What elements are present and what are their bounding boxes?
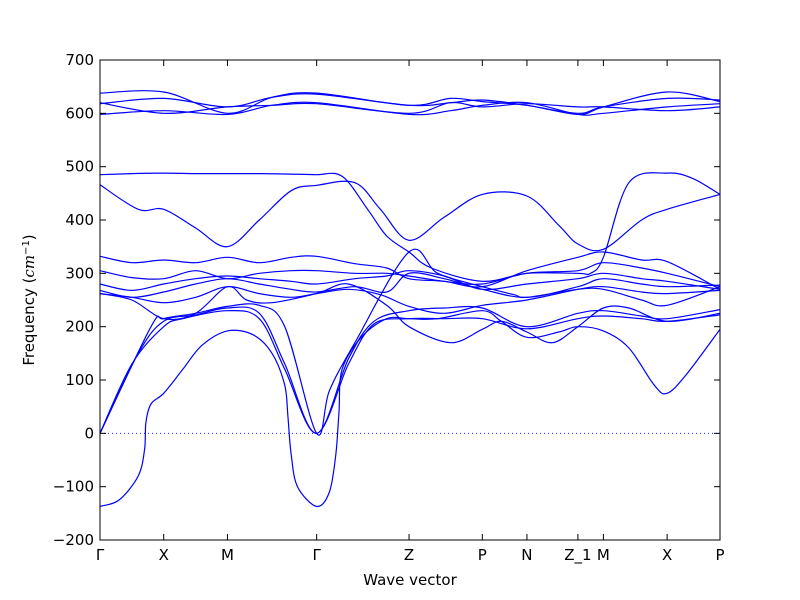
y-axis-title: Frequency (cm−1): [20, 234, 38, 365]
y-tick-label: 300: [65, 264, 94, 282]
series-line-2: [99, 309, 721, 434]
series-line-1: [99, 310, 721, 508]
series-line-7: [99, 272, 721, 298]
y-tick-label: 0: [84, 424, 94, 442]
y-axis-title-exponent: −1: [21, 240, 32, 255]
y-axis-ticks: −200 −100 0 100 200 300 400 500 600 700: [53, 51, 720, 549]
x-tick-label: P: [478, 546, 487, 564]
x-axis-title: Wave vector: [363, 571, 457, 589]
series-line-13: [99, 101, 721, 116]
y-tick-label: 100: [65, 371, 94, 389]
x-tick-label: P: [715, 546, 724, 564]
x-tick-label: Z: [404, 546, 414, 564]
plot-frame: [99, 59, 721, 541]
series-line-3: [99, 305, 721, 434]
x-tick-label: N: [521, 546, 532, 564]
series-line-10: [99, 251, 721, 290]
y-tick-label: 200: [65, 318, 94, 336]
series-line-6: [99, 285, 721, 314]
y-tick-label: 700: [65, 51, 94, 69]
series-line-5: [99, 283, 721, 344]
x-tick-label: M: [597, 546, 610, 564]
x-tick-label: X: [159, 546, 169, 564]
x-tick-label: Γ: [312, 546, 321, 564]
x-tick-label: M: [221, 546, 234, 564]
x-tick-label: Z_1: [564, 546, 591, 565]
y-tick-label: −200: [53, 531, 94, 549]
series-line-8: [99, 270, 721, 291]
y-tick-label: −100: [53, 478, 94, 496]
series-line-11: [99, 180, 721, 252]
series-line-4: [99, 248, 721, 436]
series-line-15: [99, 101, 721, 114]
series-line-9: [99, 262, 721, 288]
series-line-16: [99, 90, 721, 116]
y-axis-title-suffix: ): [20, 234, 38, 240]
y-axis-title-unit: cm: [20, 255, 38, 278]
series-line-12: [99, 172, 721, 282]
y-tick-label: 500: [65, 158, 94, 176]
series-group: [99, 90, 721, 508]
y-axis-title-prefix: Frequency (: [20, 278, 38, 366]
x-tick-label: X: [662, 546, 672, 564]
y-tick-label: 600: [65, 104, 94, 122]
x-axis-ticks: Γ X M Γ Z P N Z_1 M X P: [96, 60, 725, 565]
y-tick-label: 400: [65, 211, 94, 229]
x-tick-label: Γ: [96, 546, 105, 564]
